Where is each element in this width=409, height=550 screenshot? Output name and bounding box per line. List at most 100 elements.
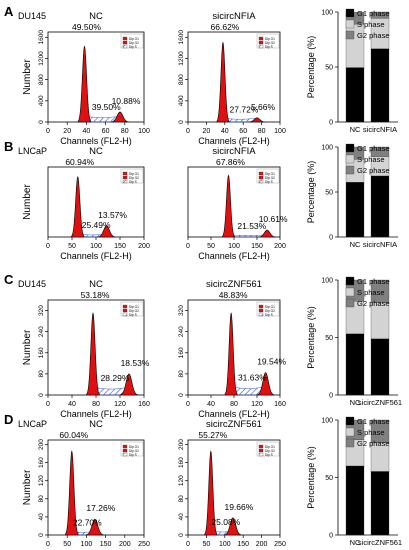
g2-peak [97,225,116,238]
panel-letter: C [4,272,14,287]
bar-y-tick-label: 50 [325,190,333,197]
x-tick-label: 160 [138,401,150,408]
y-tick-label: 800 [38,74,45,85]
legend-swatch [122,448,128,453]
g2-percent-label: 10.88% [112,96,141,106]
chart-panel-c-2: sicircZNF561 0 40 80 120 160 0 80 160 240 320 Chann… [178,279,286,419]
g1-percent-label: 55.27% [198,430,227,440]
g2-peak [258,229,276,238]
bar-segment-g1-phase [370,471,390,536]
bar-legend-label: S phase [357,288,385,297]
legend-label: Dip G1 [129,37,139,41]
x-tick-label: 150 [100,541,112,548]
x-tick-label: 150 [251,243,263,250]
g1-peak [224,312,238,396]
s-percent-label: 21.53% [237,221,266,231]
x-tick-label: 0 [46,401,50,408]
x-tick-label: 0 [186,243,190,250]
x-tick-label: 200 [138,243,150,250]
legend-swatch [258,444,264,449]
g1-peak [65,450,79,536]
legend-swatch [258,179,264,184]
x-tick-label: 0 [186,401,190,408]
bar-legend-label: G2 phase [357,299,390,308]
y-axis-label: Number [22,329,33,365]
y-tick-label: 40 [38,513,45,521]
g2-percent-label: 10.61% [259,214,288,224]
y-tick-label: 400 [38,95,45,106]
g2-peak [257,372,275,396]
chart-panel-d-1: D LNCaP NC 0 50 100 150 200 250 0 40 80 120 160 200 Cha… [4,412,150,550]
chart-panel-a-3: 0 50 100 Percentage (%) NC sicircNFIA G1 phase… [306,8,398,134]
legend-swatch [122,308,128,313]
bar-legend: G1 phase S phase G2 phase [345,416,390,448]
g1-percent-label: 53.18% [81,290,110,300]
bar-segment-g1-phase [345,465,365,536]
bar-category-label: NC [350,538,361,547]
g1-percent-label: 49.50% [72,22,101,32]
legend-swatch [122,175,128,180]
cell-line-label: DU145 [18,279,46,289]
x-tick-label: 120 [251,401,263,408]
legend-label: Dip G1 [265,172,275,176]
bar-legend-label: S phase [357,20,385,29]
panel-letter: A [4,4,14,19]
chart-panel-b-2: sicircNFIA 0 50 100 150 200 Channels (FL2-H) Di… [186,146,288,261]
x-tick-label: 100 [138,128,150,135]
bar-legend-swatch [345,438,355,448]
x-tick-label: 100 [219,541,231,548]
legend-swatch [122,44,128,49]
bar-segment-g1-phase [370,175,390,238]
y-tick-label: 240 [38,326,45,337]
histogram-title: NC [89,279,103,290]
x-tick-label: 50 [207,243,215,250]
x-tick-label: 0 [186,541,190,548]
y-tick-label: 320 [178,305,185,316]
legend-label: Dip G2 [265,176,275,180]
x-tick-label: 150 [237,541,249,548]
legend-label: Dip G1 [265,445,275,449]
g1-peak [222,174,235,238]
x-tick-label: 100 [274,128,286,135]
x-tick-label: 0 [46,541,50,548]
y-tick-label: 1200 [178,51,185,66]
x-axis-label: Channels (FL2-H) [60,136,132,146]
bar-category-label: sicircNFIA [363,125,397,134]
bar-legend-swatch [345,30,355,40]
bar-legend-label: G1 phase [357,144,390,153]
chart-panel-a-1: A DU145 NC 0 20 40 60 80 100 0 400 800 1200 1600 Chann… [4,4,150,146]
histogram-title: sicircZNF561 [206,279,262,290]
y-tick-label: 160 [178,347,185,358]
y-tick-label: 400 [178,95,185,106]
s-percent-label: 25.49% [82,220,111,230]
x-tick-label: 100 [90,243,102,250]
x-tick-label: 100 [81,541,93,548]
g2-peak [85,518,104,536]
legend-swatch [122,179,128,184]
legend-label: Dip G2 [129,449,139,453]
y-tick-label: 0 [178,120,185,124]
bar-legend-swatch [345,298,355,308]
x-tick-label: 80 [230,401,238,408]
g2-peak [248,117,266,123]
legend-swatch [258,171,264,176]
bar-category-label: NC [350,125,361,134]
legend-swatch [258,312,264,317]
x-tick-label: 80 [121,128,129,135]
bar-segment-g2-phase [370,146,390,157]
bar-y-tick-label: 50 [325,65,333,72]
legend-swatch [122,36,128,41]
bar-legend-label: S phase [357,428,385,437]
legend-label: Dip S [265,453,273,457]
x-tick-label: 20 [63,128,71,135]
g1-peak [77,45,92,123]
bar-legend-swatch [345,165,355,175]
y-tick-label: 800 [178,74,185,85]
g2-percent-label: 5.66% [251,102,276,112]
legend-label: Dip G1 [265,305,275,309]
chart-panel-b-1: B LNCaP NC 0 50 100 150 200 Channels (FL2-H) Numb… [4,139,150,261]
legend-swatch [258,452,264,457]
